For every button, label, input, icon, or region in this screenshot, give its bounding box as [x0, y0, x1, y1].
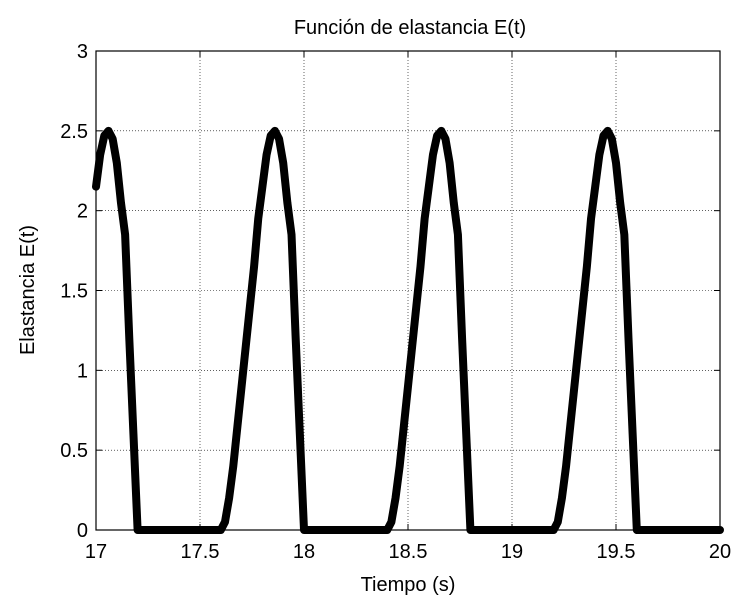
y-tick-label: 2 [77, 201, 88, 223]
x-tick-label: 19.5 [597, 541, 636, 563]
y-tick-label: 1 [77, 360, 88, 382]
x-tick-label: 18 [293, 541, 315, 563]
y-axis-label: Elastancia E(t) [17, 225, 39, 355]
y-tick-label: 0.5 [60, 440, 88, 462]
chart-title: Función de elastancia E(t) [294, 17, 526, 39]
series-line-elastancia [92, 126, 724, 534]
x-tick-label: 20 [709, 541, 731, 563]
y-tick-label: 3 [77, 41, 88, 63]
x-axis-label: Tiempo (s) [361, 574, 456, 596]
x-tick-label: 19 [501, 541, 523, 563]
x-tick-label: 18.5 [389, 541, 428, 563]
y-tick-labels: 0 0.5 1 1.5 2 2.5 3 [60, 41, 88, 542]
y-tick-label: 2.5 [60, 121, 88, 143]
x-tick-label: 17 [85, 541, 107, 563]
x-tick-labels: 17 17.5 18 18.5 19 19.5 20 [85, 541, 731, 563]
y-tick-label: 0 [77, 520, 88, 542]
y-tick-label: 1.5 [60, 281, 88, 303]
x-tick-label: 17.5 [181, 541, 220, 563]
plot-frame [95, 50, 721, 531]
